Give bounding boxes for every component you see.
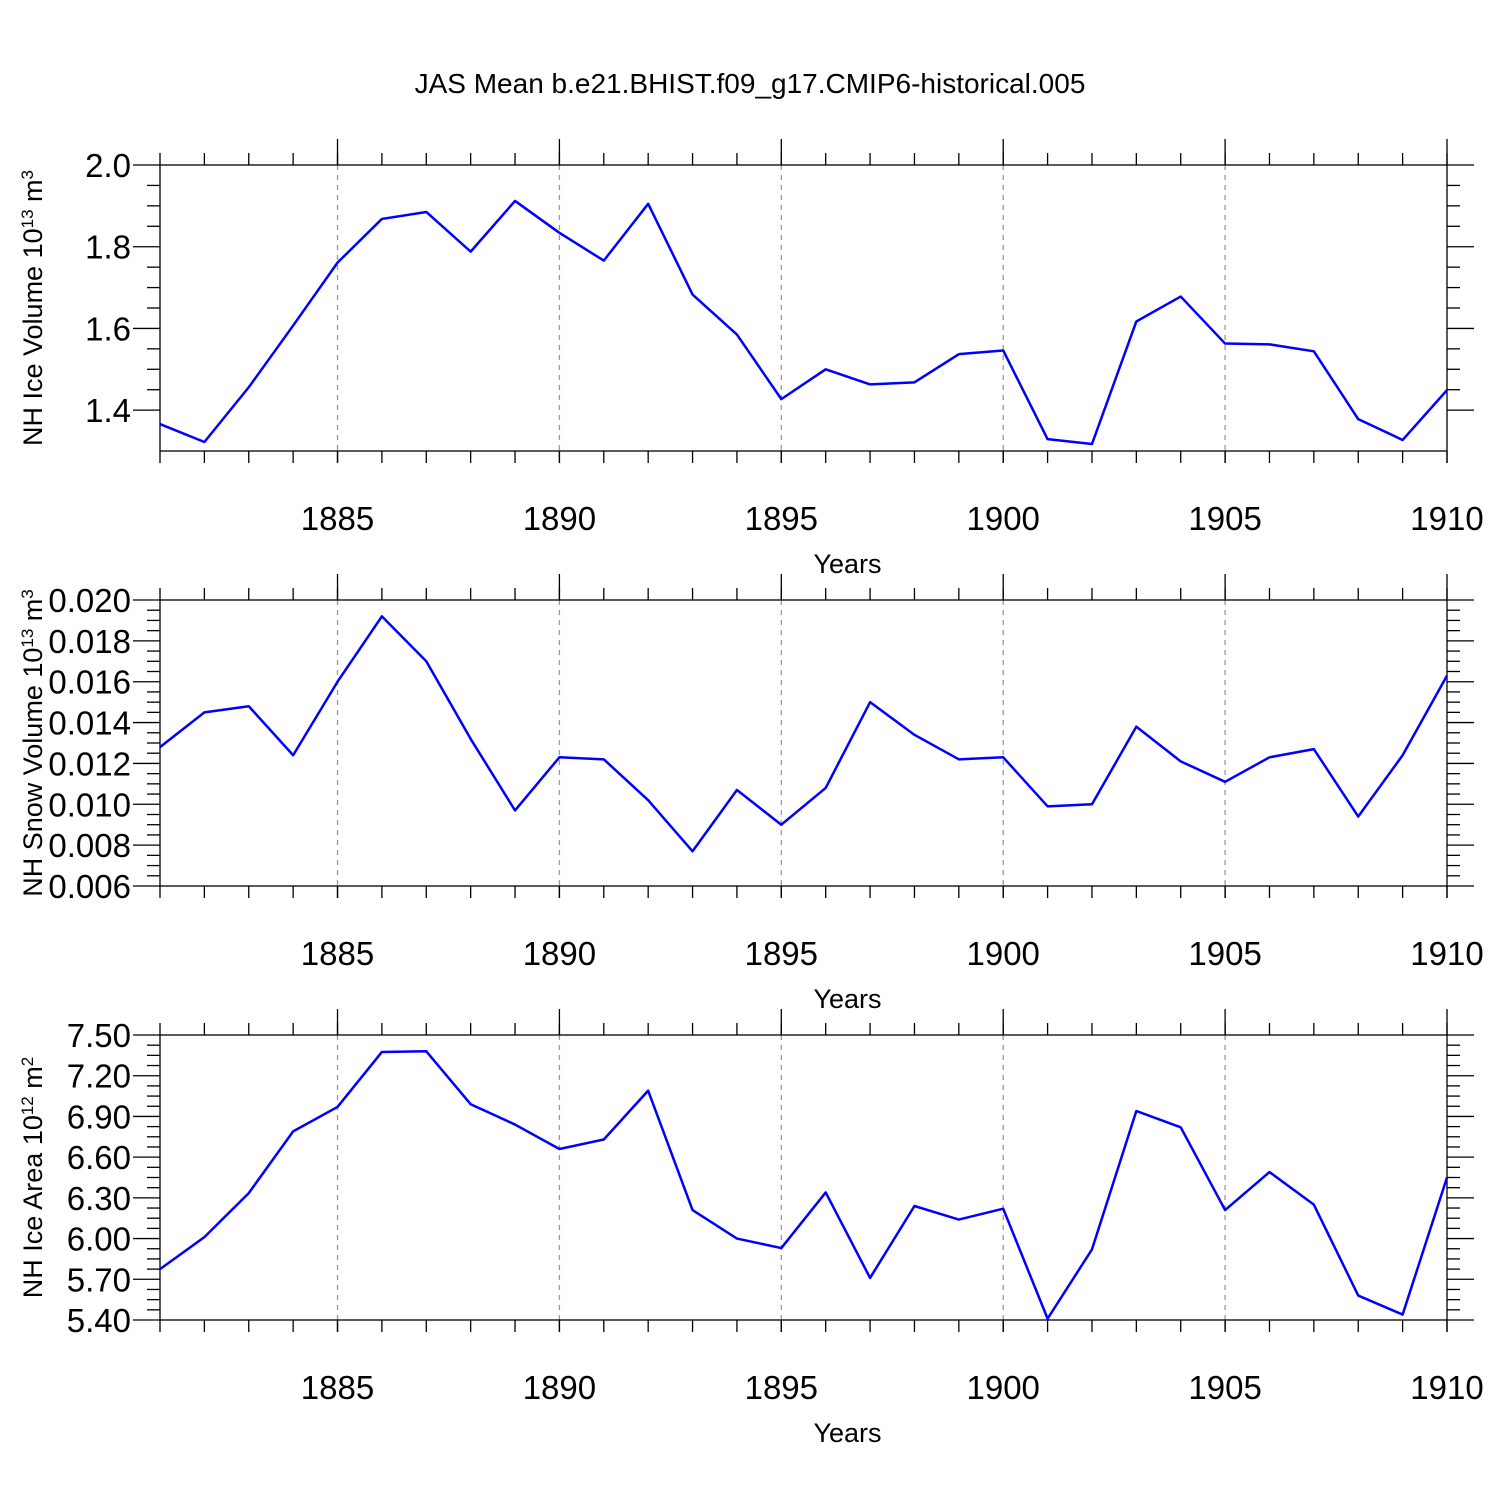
data-line: [159, 1050, 1449, 1320]
superscript: 3: [18, 170, 37, 179]
superscript: 13: [18, 629, 37, 648]
label-text: NH Snow Volume 10: [18, 648, 48, 897]
x-tick-label: 1910: [1410, 935, 1483, 972]
y-tick-label: 0.010: [48, 786, 131, 823]
x-tick-label: 1910: [1410, 500, 1483, 537]
y-tick-label: 6.30: [67, 1180, 131, 1217]
y-tick-label: 6.00: [67, 1221, 131, 1258]
plot-frame: [159, 599, 1448, 887]
y-tick-label: 6.60: [67, 1139, 131, 1176]
x-tick-label: 1905: [1188, 1369, 1261, 1406]
y-tick-label: 2.0: [85, 147, 131, 184]
x-tick-label: 1905: [1188, 500, 1261, 537]
x-tick-label: 1885: [301, 935, 374, 972]
superscript: 13: [18, 209, 37, 228]
x-tick-label: 1890: [523, 500, 596, 537]
x-tick-label: 1890: [523, 1369, 596, 1406]
y-tick-label: 5.40: [67, 1302, 131, 1339]
superscript: 3: [18, 589, 37, 598]
y-tick-label: 0.018: [48, 623, 131, 660]
y-tick-label: 0.020: [48, 582, 131, 619]
x-tick-label: 1895: [745, 1369, 818, 1406]
plot-frame: [159, 1034, 1448, 1321]
superscript: 2: [18, 1057, 37, 1066]
x-tick-label: 1895: [745, 935, 818, 972]
x-tick-label: 1885: [301, 1369, 374, 1406]
x-tick-label: 1885: [301, 500, 374, 537]
y-tick-label: 6.90: [67, 1098, 131, 1135]
x-axis-label: Years: [813, 984, 881, 1014]
y-tick-label: 5.70: [67, 1261, 131, 1298]
x-tick-label: 1900: [966, 1369, 1039, 1406]
chart-title: JAS Mean b.e21.BHIST.f09_g17.CMIP6-histo…: [415, 68, 1086, 99]
data-line: [159, 199, 1448, 446]
x-axis-label: Years: [813, 549, 881, 579]
y-tick-label: 0.012: [48, 745, 131, 782]
x-axis-label: Years: [813, 1418, 881, 1448]
x-tick-label: 1895: [745, 500, 818, 537]
label-text: m: [18, 1066, 48, 1096]
superscript: 12: [18, 1096, 37, 1115]
x-tick-label: 1900: [966, 500, 1039, 537]
y-tick-label: 0.006: [48, 868, 131, 905]
y-tick-label: 0.008: [48, 827, 131, 864]
x-tick-label: 1905: [1188, 935, 1261, 972]
y-tick-label: 0.014: [48, 705, 131, 742]
x-tick-label: 1900: [966, 935, 1039, 972]
y-axis-label: NH Snow Volume 1013 m3: [18, 589, 49, 897]
x-tick-label: 1890: [523, 935, 596, 972]
y-tick-label: 1.6: [85, 310, 131, 347]
label-text: m: [18, 179, 48, 209]
y-axis-label: NH Ice Area 1012 m2: [18, 1057, 49, 1298]
y-tick-label: 1.4: [85, 392, 131, 429]
data-line: [159, 615, 1449, 853]
x-tick-label: 1910: [1410, 1369, 1483, 1406]
y-tick-label: 7.20: [67, 1058, 131, 1095]
plot-frame: [159, 164, 1448, 452]
y-tick-label: 7.50: [67, 1017, 131, 1054]
label-text: m: [18, 599, 48, 629]
y-axis-label: NH Ice Volume 1013 m3: [18, 170, 49, 446]
y-tick-label: 0.016: [48, 664, 131, 701]
label-text: NH Ice Area 10: [18, 1115, 48, 1298]
label-text: NH Ice Volume 10: [18, 228, 48, 446]
y-tick-label: 1.8: [85, 229, 131, 266]
